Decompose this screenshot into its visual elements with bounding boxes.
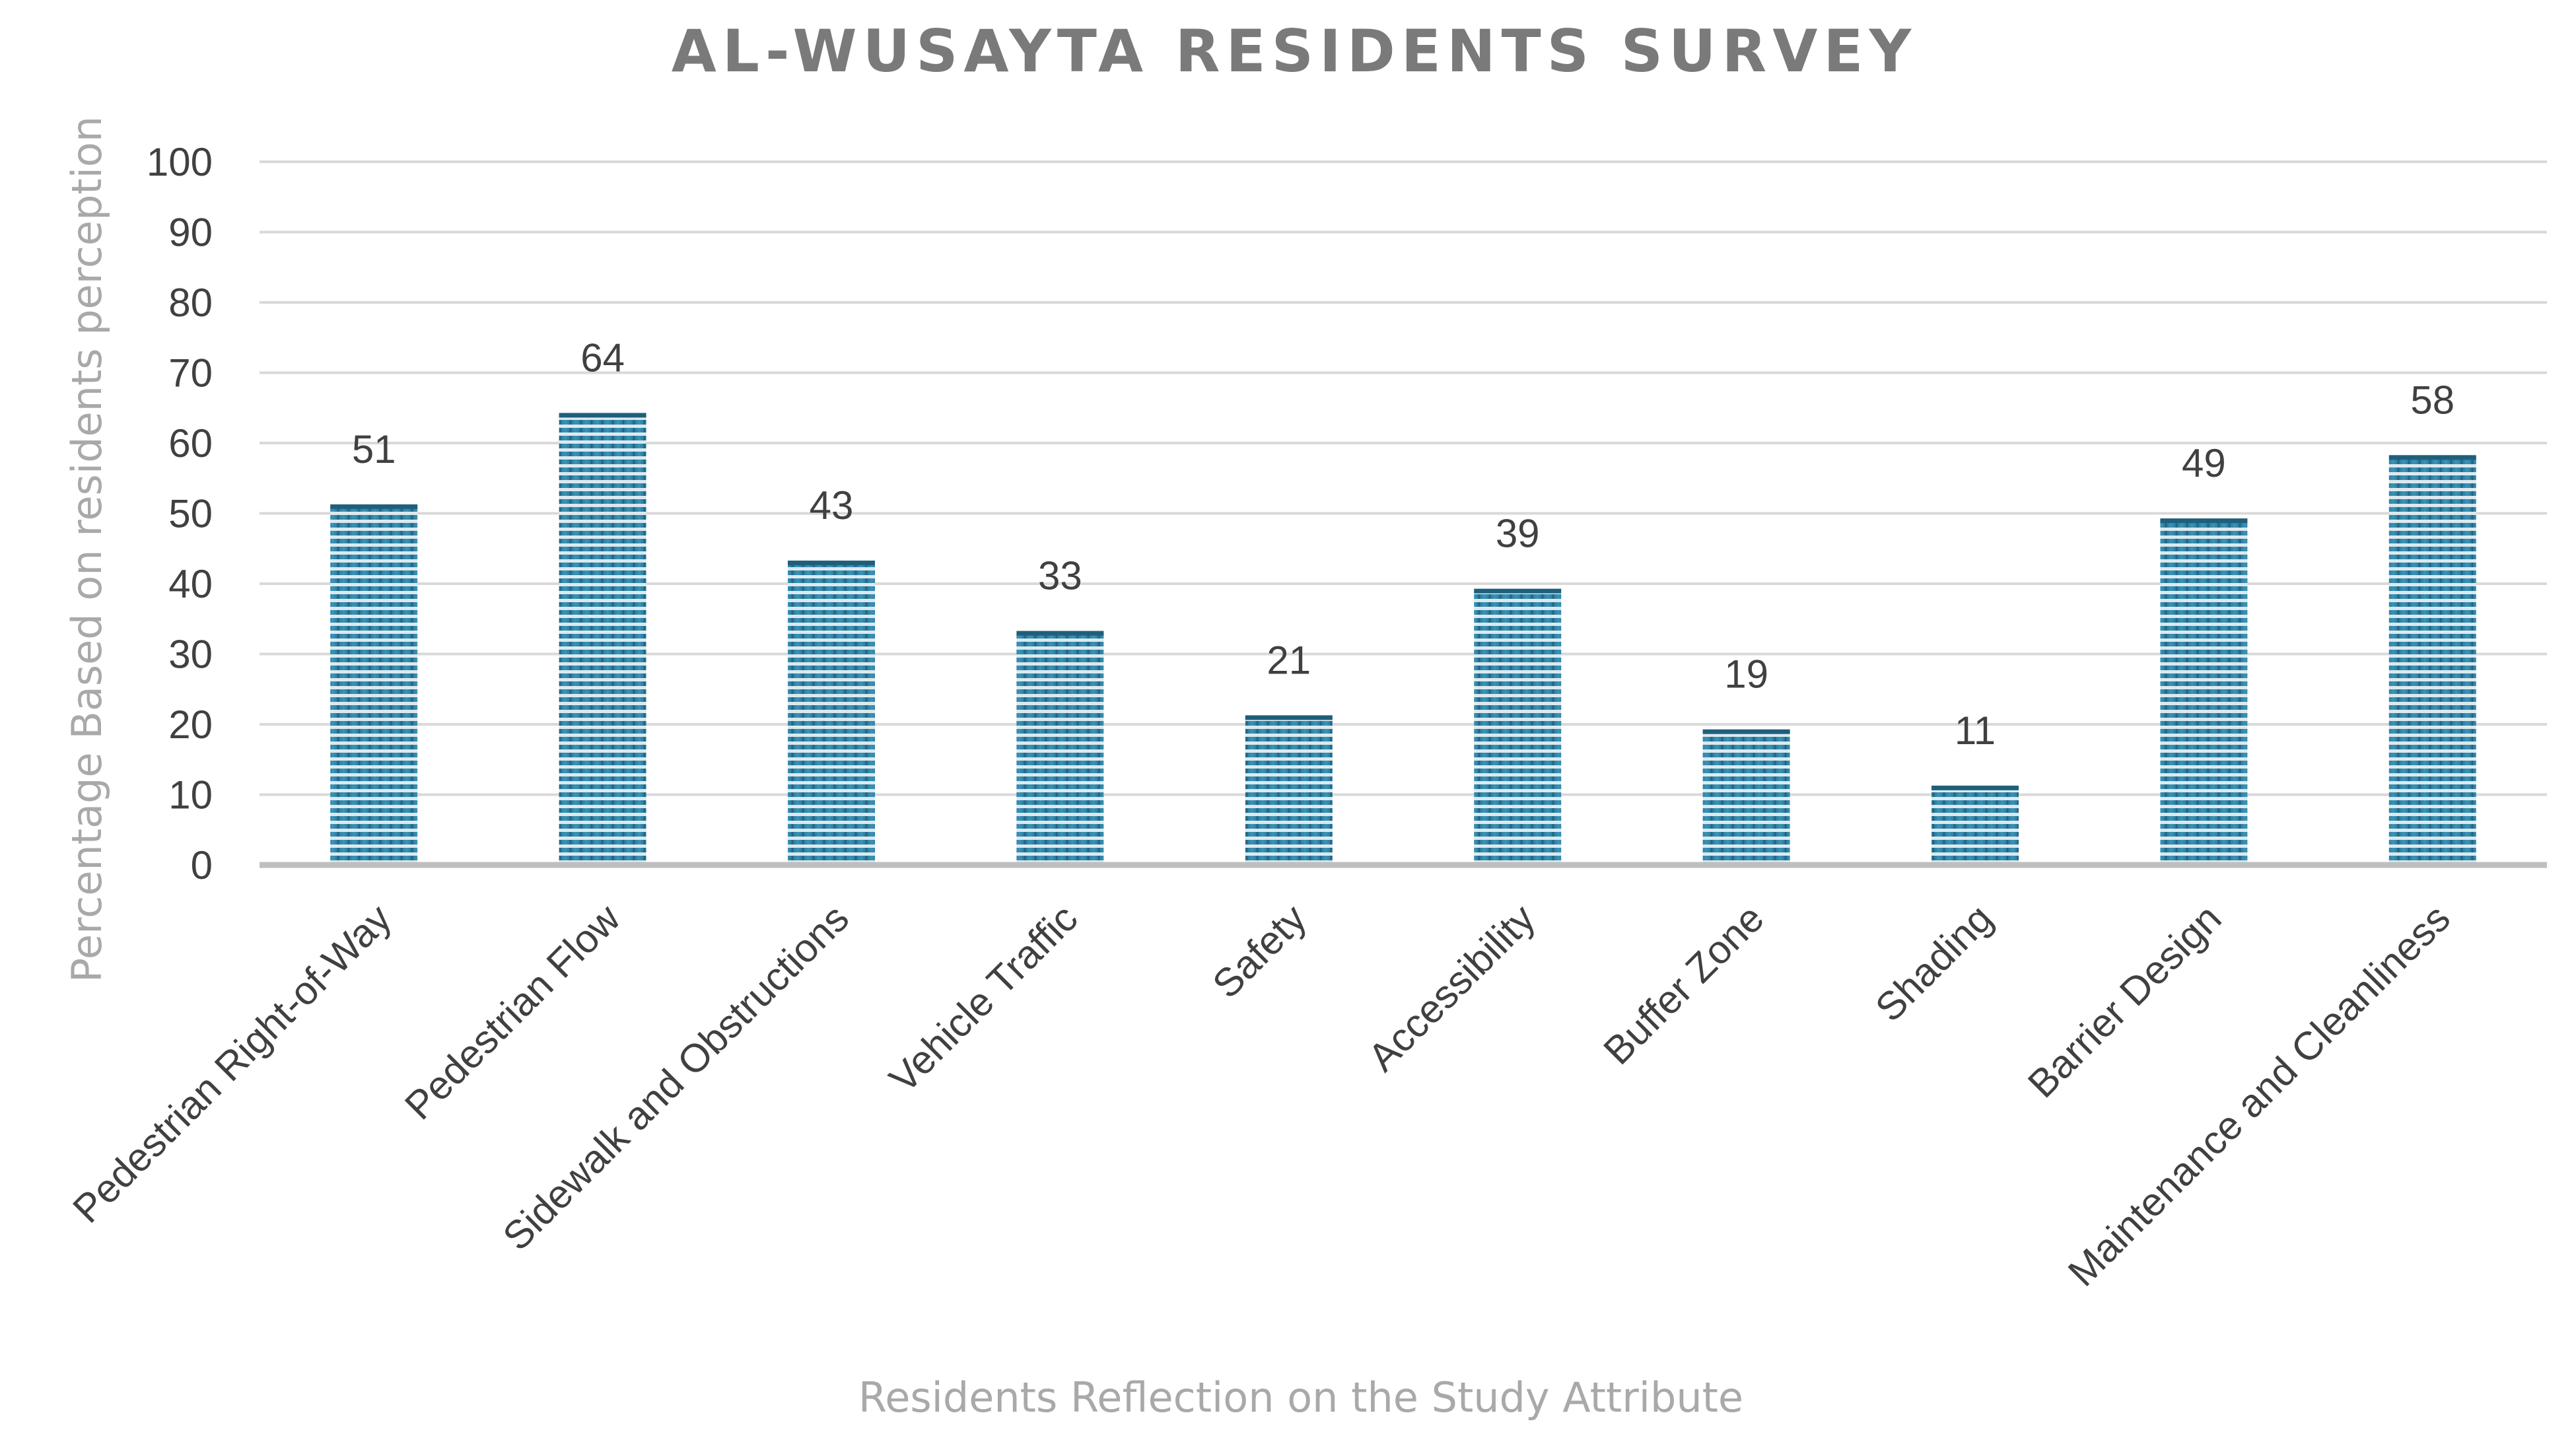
bar xyxy=(559,415,646,865)
bar xyxy=(1474,590,1562,865)
category-label: Vehicle Traffic xyxy=(881,896,1086,1101)
data-labels: 51 64 43 33 21 39 19 11 49 58 xyxy=(352,335,2454,752)
y-tick-label: 40 xyxy=(168,562,213,606)
bar-cap xyxy=(330,504,418,509)
bar-cap xyxy=(1474,588,1562,594)
category-label: Buffer Zone xyxy=(1595,896,1772,1073)
category-label: Safety xyxy=(1204,896,1315,1007)
y-axis-ticks: 0 10 20 30 40 50 60 70 80 90 100 xyxy=(147,140,213,887)
y-tick-label: 90 xyxy=(168,211,213,255)
data-label: 49 xyxy=(2182,441,2226,485)
bar xyxy=(2388,457,2476,865)
y-tick-label: 10 xyxy=(168,773,213,817)
data-label: 58 xyxy=(2410,378,2454,422)
category-label: Pedestrian Flow xyxy=(396,895,629,1128)
y-tick-label: 20 xyxy=(168,703,213,747)
data-label: 43 xyxy=(810,483,854,528)
y-tick-label: 0 xyxy=(191,843,213,887)
category-label: Pedestrian Right-of-Way xyxy=(64,896,400,1231)
bar-cap xyxy=(1932,785,2019,790)
bar-cap xyxy=(1245,715,1333,720)
bar-cap xyxy=(559,413,646,418)
data-label: 11 xyxy=(1955,708,1996,753)
bar xyxy=(2160,520,2248,865)
category-label: Accessibility xyxy=(1360,896,1543,1080)
bar xyxy=(788,563,875,865)
data-label: 39 xyxy=(1496,512,1540,556)
data-label: 33 xyxy=(1038,554,1082,598)
bar xyxy=(1016,633,1104,865)
bar xyxy=(330,506,418,865)
bar-cap xyxy=(2388,455,2476,460)
bar-cap xyxy=(1702,729,1790,734)
y-tick-label: 70 xyxy=(168,351,213,396)
bar xyxy=(1702,731,1790,865)
category-label: Shading xyxy=(1867,896,2001,1030)
chart-title: AL-WUSAYTA RESIDENTS SURVEY xyxy=(672,17,1917,85)
x-axis-title: Residents Reflection on the Study Attrib… xyxy=(858,1373,1743,1422)
bar xyxy=(1932,787,2019,865)
bars xyxy=(330,413,2476,865)
category-label: Barrier Design xyxy=(2019,896,2230,1107)
bar-cap xyxy=(1016,631,1104,636)
y-tick-label: 30 xyxy=(168,633,213,677)
y-axis-title: Percentage Based on residents perception xyxy=(63,116,111,982)
y-tick-label: 100 xyxy=(147,140,213,184)
data-label: 51 xyxy=(352,427,396,471)
y-tick-label: 50 xyxy=(168,492,213,536)
bar xyxy=(1245,717,1333,865)
data-label: 64 xyxy=(580,335,625,380)
data-label: 21 xyxy=(1267,638,1311,682)
bar-cap xyxy=(2160,518,2248,524)
bar-cap xyxy=(788,561,875,566)
data-label: 19 xyxy=(1724,652,1768,697)
category-label: Maintenance and Cleanliness xyxy=(2060,896,2458,1295)
y-tick-label: 80 xyxy=(168,281,213,325)
y-tick-label: 60 xyxy=(168,421,213,465)
